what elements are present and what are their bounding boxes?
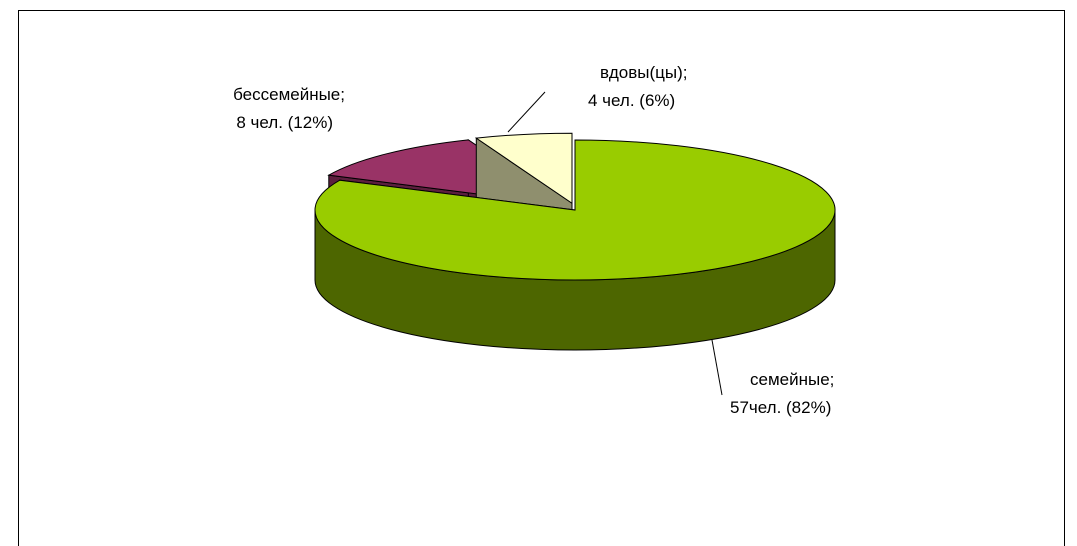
- value-label: 4 чел. (6%): [588, 91, 675, 110]
- leader-line: [711, 339, 723, 396]
- value-label: 57чел. (82%): [730, 398, 831, 417]
- pie: [314, 132, 836, 351]
- category-label: вдовы(цы);: [600, 63, 687, 82]
- category-label: семейные;: [750, 370, 834, 389]
- category-label: бессемейные;: [233, 85, 345, 104]
- slice: [314, 139, 836, 351]
- data-label: бессемейные; 8 чел. (12%): [233, 85, 345, 132]
- data-label: семейные; 57чел. (82%): [730, 370, 834, 417]
- value-label: 8 чел. (12%): [236, 113, 333, 132]
- slice-top: [474, 132, 573, 205]
- data-label: вдовы(цы); 4 чел. (6%): [588, 63, 687, 110]
- labels: семейные; 57чел. (82%) бессемейные; 8 чел. …: [233, 63, 834, 417]
- leader-line: [507, 91, 546, 133]
- slice-top: [314, 139, 836, 281]
